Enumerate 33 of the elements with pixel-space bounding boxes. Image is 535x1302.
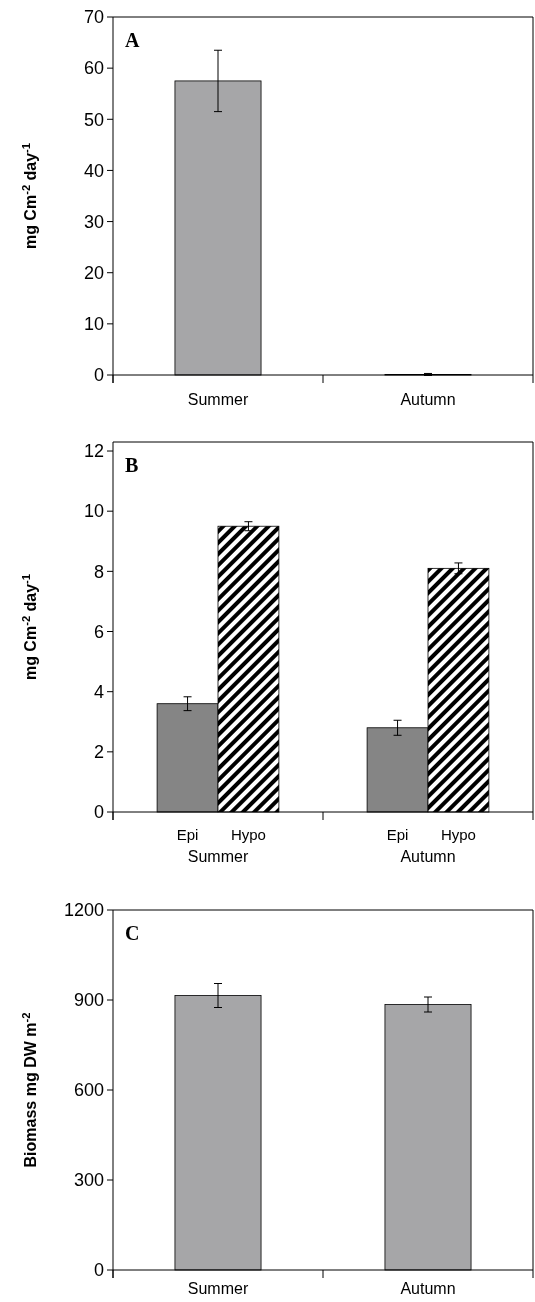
y-tick-label: 4 (93, 681, 104, 702)
annotation: B (125, 454, 139, 476)
y-tick-label: 300 (73, 1170, 104, 1191)
y-tick-label: 70 (83, 7, 104, 28)
series-label: Hypo (230, 826, 266, 843)
series-label: Epi (176, 826, 199, 843)
y-tick-label: 40 (83, 160, 104, 181)
y-tick-label: 60 (83, 58, 104, 79)
y-tick-label: 20 (83, 263, 104, 284)
x-tick-label: Summer (187, 1280, 249, 1297)
x-tick-label: Autumn (400, 1280, 456, 1297)
text: Hypo (440, 826, 476, 843)
y-tick-label: 10 (83, 501, 104, 522)
y-tick-label: 6 (93, 621, 104, 642)
x-tick-label: Autumn (400, 391, 456, 408)
y-tick-label: 900 (73, 990, 104, 1011)
y-tick-label: 600 (73, 1080, 104, 1101)
y-tick-label: 0 (93, 802, 104, 823)
y-tick-label: 2 (93, 742, 104, 763)
x-tick-label: Summer (187, 848, 249, 865)
x-tick-label: Autumn (400, 848, 456, 865)
annotation: C (125, 922, 140, 944)
y-tick-label: 1200 (63, 900, 104, 921)
x-tick-label: Summer (187, 391, 249, 408)
y-tick-label: 0 (93, 1260, 104, 1281)
y-tick-label: 0 (93, 365, 104, 386)
annotation: A (125, 29, 140, 51)
text: Epi (386, 826, 409, 843)
y-tick-label: 8 (93, 561, 104, 582)
y-tick-label: 50 (83, 109, 104, 130)
y-tick-label: 30 (83, 211, 104, 232)
y-tick-label: 12 (83, 441, 104, 462)
y-tick-label: 10 (83, 314, 104, 335)
